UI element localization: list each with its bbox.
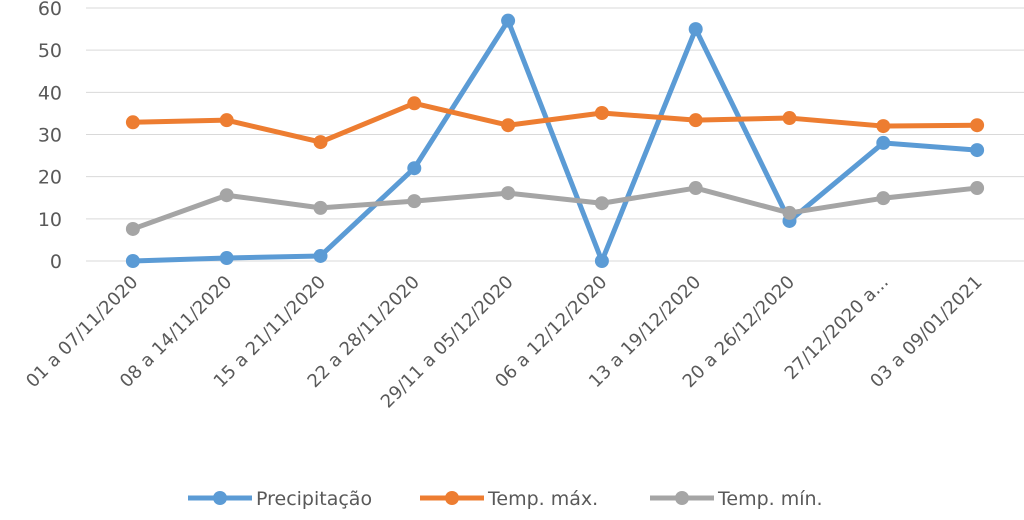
legend-label: Temp. máx.: [487, 488, 598, 510]
data-point: [688, 181, 703, 196]
legend-item: Precipitação: [188, 488, 372, 510]
series-line-1: [132, 100, 978, 145]
series-line-2: [132, 185, 978, 232]
data-point: [782, 205, 797, 220]
data-point: [501, 186, 516, 201]
data-point: [501, 13, 516, 28]
legend-item: Temp. mín.: [650, 488, 823, 510]
data-point: [219, 113, 234, 128]
data-point: [876, 191, 891, 206]
legend-item: Temp. máx.: [420, 488, 598, 510]
data-point: [125, 115, 140, 130]
legend-marker-icon: [445, 491, 459, 505]
data-point: [876, 135, 891, 150]
y-tick-label: 40: [38, 82, 62, 104]
data-point: [407, 194, 422, 209]
data-point: [313, 248, 328, 263]
data-point: [594, 196, 609, 211]
data-point: [970, 181, 985, 196]
data-point: [219, 251, 234, 266]
data-point: [594, 254, 609, 268]
data-point: [219, 188, 234, 203]
data-point: [688, 113, 703, 128]
gridlines: [86, 7, 1024, 262]
data-point: [688, 22, 703, 37]
series-line-0: [132, 18, 978, 264]
y-axis: 0 10 20 30 40 50 60: [38, 0, 62, 273]
legend-label: Temp. mín.: [717, 488, 823, 510]
data-point: [876, 119, 891, 134]
data-point: [407, 96, 422, 111]
data-point: [125, 221, 140, 236]
y-tick-label: 10: [38, 209, 62, 231]
data-point: [970, 143, 985, 158]
data-point: [313, 200, 328, 215]
y-tick-label: 50: [38, 40, 62, 62]
data-point: [970, 118, 985, 133]
data-point: [407, 161, 422, 176]
data-point: [501, 118, 516, 133]
series-group: [125, 13, 985, 268]
legend-label: Precipitação: [256, 488, 372, 510]
y-tick-label: 20: [38, 167, 62, 189]
y-tick-label: 0: [50, 251, 62, 273]
data-point: [594, 105, 609, 120]
legend-marker-icon: [675, 491, 689, 505]
data-point: [125, 254, 140, 268]
data-point: [782, 111, 797, 126]
y-tick-label: 60: [38, 0, 62, 20]
y-tick-label: 30: [38, 125, 62, 147]
data-point: [313, 135, 328, 150]
legend: Precipitação Temp. máx. Temp. mín.: [188, 488, 823, 510]
legend-marker-icon: [213, 491, 227, 505]
